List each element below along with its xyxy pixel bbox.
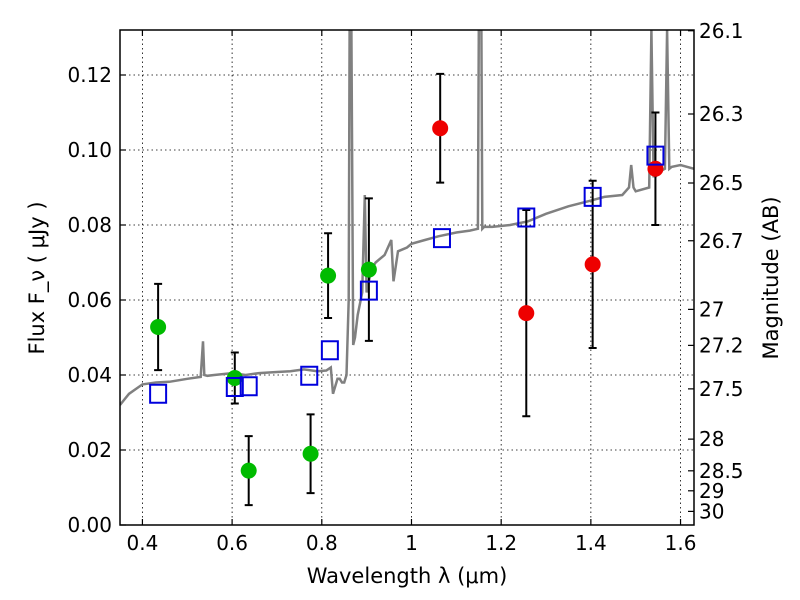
x-axis-label: Wavelength λ (μm) bbox=[307, 564, 508, 588]
x-tick-label: 1.2 bbox=[485, 531, 517, 555]
x-tick-label: 1.6 bbox=[665, 531, 697, 555]
data-point bbox=[584, 256, 601, 273]
right-tick-label: 26.3 bbox=[699, 102, 744, 126]
right-tick-label: 26.5 bbox=[699, 171, 744, 195]
data-point bbox=[240, 462, 257, 479]
model-point bbox=[359, 280, 378, 301]
axis-ticks: 0.4 0.6 0.8 1 1.2 1.4 1.6 0.00 0.02 0.04 0.06 0.08 0… bbox=[67, 19, 743, 555]
model-point bbox=[646, 145, 665, 166]
data-point bbox=[647, 160, 664, 177]
y-tick-label: 0.06 bbox=[67, 288, 112, 312]
data-point bbox=[302, 445, 319, 462]
model-point bbox=[300, 365, 319, 386]
x-tick-label: 1 bbox=[405, 531, 418, 555]
model-point bbox=[149, 383, 168, 404]
x-tick-label: 0.8 bbox=[306, 531, 338, 555]
y-tick-label: 0.12 bbox=[67, 63, 112, 87]
model-point bbox=[517, 207, 536, 228]
right-tick-label: 30 bbox=[699, 499, 724, 523]
y-axis-label: Flux F_ν ( μJy ) bbox=[25, 201, 50, 354]
right-tick-label: 27.5 bbox=[699, 377, 744, 401]
right-tick-label: 26.1 bbox=[699, 19, 744, 43]
error-bars bbox=[154, 72, 660, 507]
y-tick-label: 0.00 bbox=[67, 513, 112, 537]
data-point bbox=[432, 120, 449, 137]
x-tick-label: 0.6 bbox=[216, 531, 248, 555]
right-tick-label: 26.7 bbox=[699, 229, 744, 253]
y-tick-label: 0.04 bbox=[67, 363, 112, 387]
right-axis-label: Magnitude (AB) bbox=[759, 196, 783, 359]
right-tick-label: 28 bbox=[699, 427, 724, 451]
right-tick-label: 28.5 bbox=[699, 459, 744, 483]
y-tick-label: 0.02 bbox=[67, 438, 112, 462]
model-point bbox=[239, 376, 258, 397]
data-point bbox=[320, 267, 337, 284]
model-point bbox=[583, 186, 602, 207]
model-point bbox=[432, 228, 451, 249]
right-tick-label: 27.2 bbox=[699, 333, 744, 357]
model-point bbox=[320, 340, 339, 361]
data-point bbox=[518, 305, 535, 322]
data-markers bbox=[149, 120, 665, 479]
model-spectrum-line bbox=[120, 30, 694, 406]
y-tick-label: 0.08 bbox=[67, 213, 112, 237]
plot-area bbox=[120, 30, 694, 507]
y-tick-label: 0.10 bbox=[67, 138, 112, 162]
right-tick-label: 29 bbox=[699, 479, 724, 503]
data-point bbox=[360, 261, 377, 278]
plot-frame bbox=[119, 29, 695, 526]
right-tick-label: 27 bbox=[699, 297, 724, 321]
x-tick-label: 1.4 bbox=[575, 531, 607, 555]
grid bbox=[120, 30, 694, 526]
model-point bbox=[225, 377, 244, 397]
x-tick-label: 0.4 bbox=[127, 531, 159, 555]
data-point bbox=[150, 319, 167, 335]
